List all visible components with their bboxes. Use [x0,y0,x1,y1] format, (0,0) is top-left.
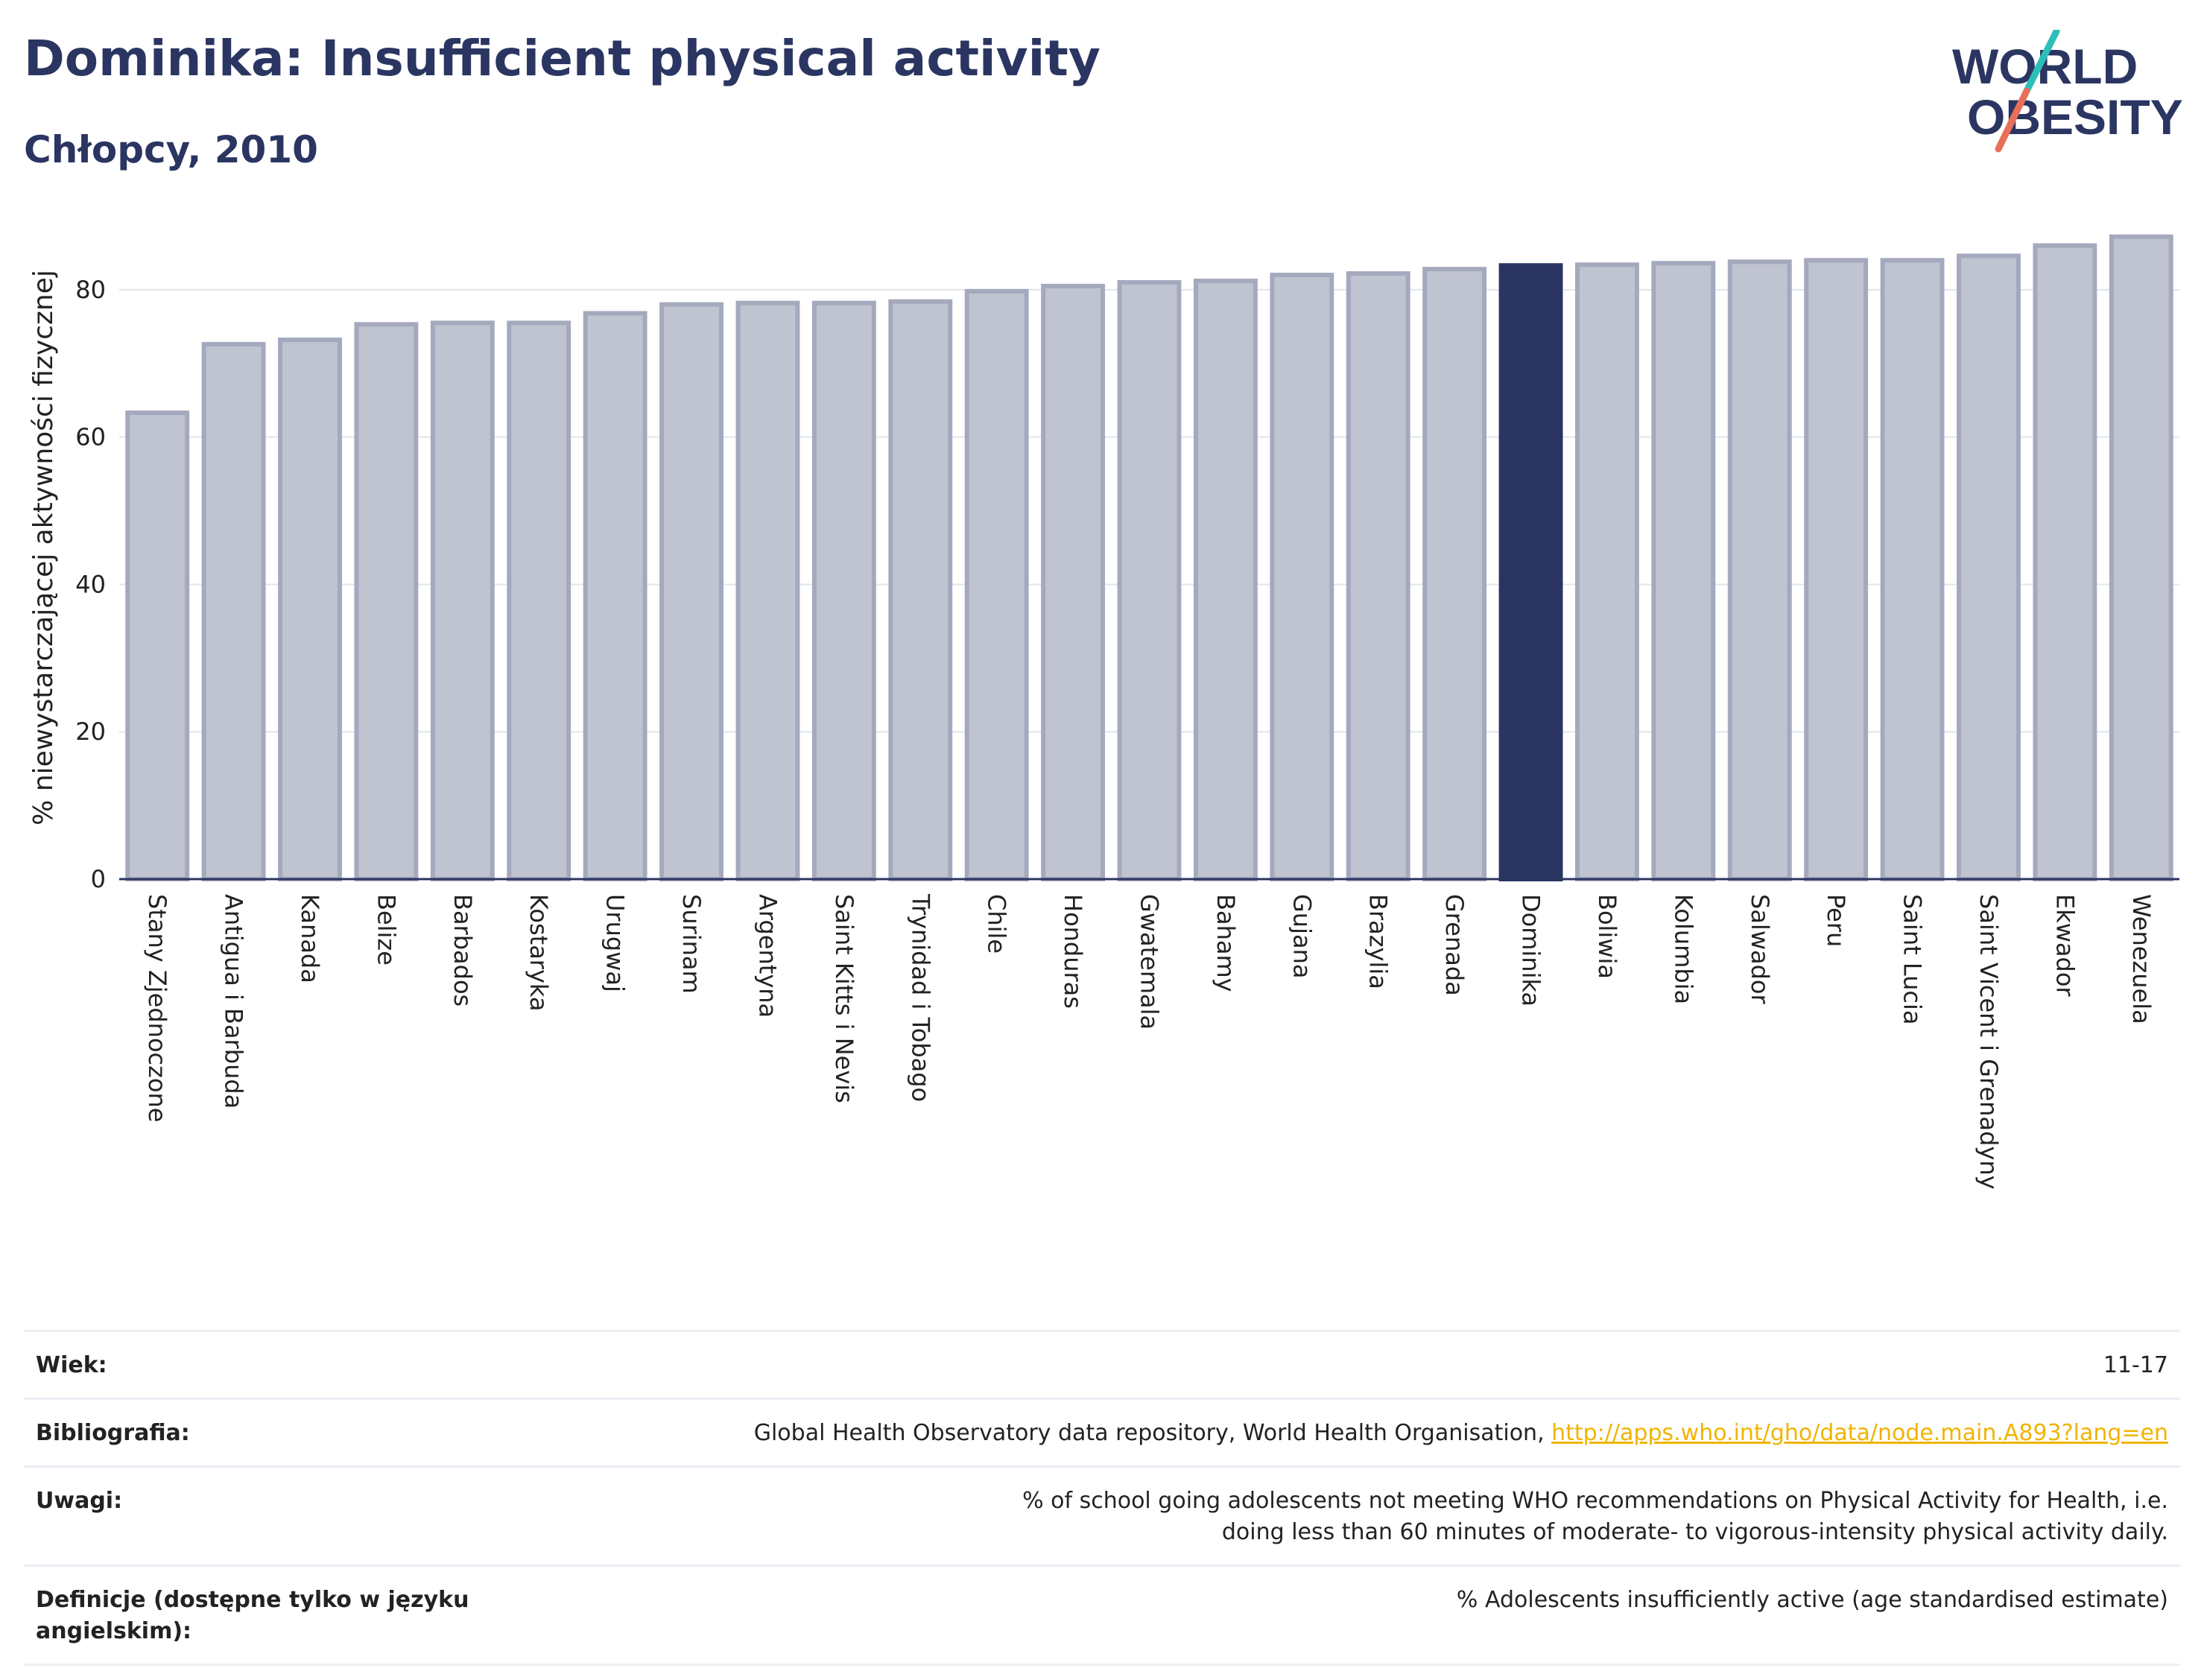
meta-row-bibliography: Bibliografia: Global Health Observatory … [24,1398,2180,1465]
x-tick-label: Trynidad i Tobago [906,893,934,1102]
x-tick-label: Honduras [1059,894,1087,1009]
x-tick-label: Kolumbia [1669,894,1697,1004]
bar [1041,283,1106,881]
bar [278,337,342,881]
page-subtitle: Chłopcy, 2010 [24,128,318,171]
x-tick-label: Urugwaj [601,894,630,992]
x-tick-label: Grenada [1440,894,1469,996]
meta-label: Definicje (dostępne tylko w języku angie… [36,1587,469,1644]
bar [888,299,953,881]
x-tick-label: Bahamy [1212,894,1240,992]
bar [1117,280,1182,881]
source-link[interactable]: http://apps.who.int/gho/data/node.main.A… [1551,1420,2168,1446]
y-tick-label: 20 [75,717,106,746]
y-axis-title: % niewystarczającej aktywności fizycznej [28,270,59,825]
x-tick-label: Kanada [296,894,324,983]
meta-label: Wiek: [36,1352,107,1378]
x-tick-label: Wenezuela [2127,894,2156,1024]
bar [583,311,647,882]
page-title: Dominika: Insufficient physical activity [24,30,1101,87]
world-obesity-logo: WORLD OBESITY [1945,28,2183,156]
bar [1880,258,1945,882]
bar [354,322,419,882]
x-tick-label: Brazylia [1364,894,1393,989]
svg-text:OBESITY: OBESITY [1967,89,2183,145]
bar [1804,258,1869,882]
x-tick-label: Barbados [449,894,477,1007]
bar [964,288,1029,882]
bar [2033,243,2097,882]
x-tick-label: Peru [1822,894,1850,947]
x-tick-label: Gujana [1288,894,1316,978]
bar [125,411,190,881]
bar-highlight [1498,263,1563,881]
bar [1957,253,2021,881]
bar [507,320,571,881]
y-tick-label: 40 [75,570,106,598]
x-tick-label: Ekwador [2051,894,2079,997]
bar [811,300,876,881]
meta-label: Bibliografia: [36,1420,190,1446]
x-tick-label: Argentyna [753,894,782,1018]
bar [430,320,495,881]
bar [1422,267,1487,881]
bar [2109,234,2173,881]
bar [1575,262,1639,882]
x-tick-label: Kostaryka [525,894,553,1011]
x-tick-label: Surinam [677,894,706,994]
y-tick-label: 80 [75,276,106,304]
meta-source-text: Global Health Observatory data repositor… [753,1420,1552,1446]
meta-value: Global Health Observatory data repositor… [498,1418,2168,1449]
x-tick-label: Saint Vicent i Grenadyny [1975,894,2003,1190]
bar [1651,261,1716,882]
x-tick-label: Stany Zjednoczone [143,894,171,1122]
bar [201,342,266,882]
bar [735,300,800,881]
meta-row-definitions: Definicje (dostępne tylko w języku angie… [24,1565,2180,1666]
bar [1727,259,1792,882]
bar [1270,273,1334,882]
meta-value: % Adolescents insufficiently active (age… [1456,1587,2168,1613]
x-tick-label: Saint Lucia [1899,894,1927,1024]
y-tick-label: 60 [75,423,106,451]
y-tick-label: 0 [91,865,106,893]
meta-row-notes: Uwagi: % of school going adolescents not… [24,1465,2180,1565]
meta-label: Uwagi: [36,1488,123,1514]
x-tick-label: Saint Kitts i Nevis [830,894,858,1103]
x-tick-label: Boliwia [1593,894,1621,979]
x-tick-label: Chile [983,894,1011,954]
meta-value: 11-17 [2103,1352,2168,1378]
x-tick-label: Belize [372,894,400,966]
meta-value: % of school going adolescents not meetin… [1022,1488,2168,1545]
bar [1193,279,1258,882]
bar [659,302,723,881]
metadata-table: Wiek: 11-17 Bibliografia: Global Health … [24,1330,2180,1666]
x-tick-label: Antigua i Barbuda [220,894,248,1109]
bar-chart: 0 20 40 60 80 % niewystarczającej aktywności … [28,234,2179,1190]
x-tick-label: Gwatemala [1136,894,1164,1030]
bar [1346,271,1410,881]
meta-row-age: Wiek: 11-17 [24,1330,2180,1398]
x-tick-label: Dominika [1517,894,1545,1007]
x-tick-label: Salwador [1746,894,1774,1004]
